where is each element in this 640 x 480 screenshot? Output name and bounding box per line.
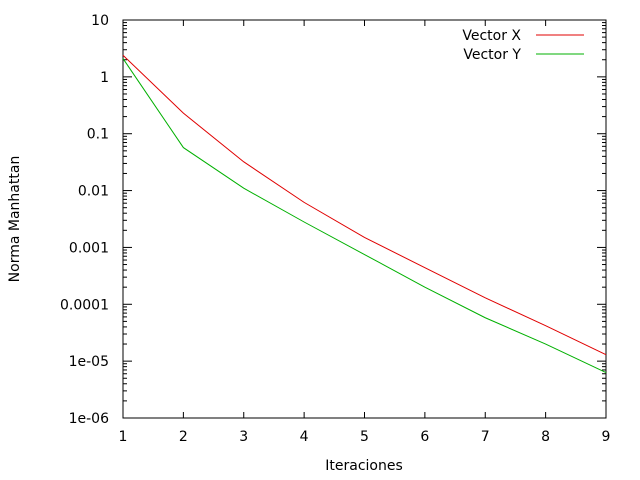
y-axis: 10 1 0.1 0.01 0.001 0.0001 1e-05 1e-06 [60,13,606,427]
series-lines [122,54,607,374]
y-tick-label: 1 [100,70,109,86]
y-tick-label: 0.0001 [60,297,109,313]
x-tick-label: 5 [360,429,369,445]
y-tick-label: 10 [91,13,109,29]
x-axis-title: Iteraciones [325,458,403,474]
y-tick-label: 0.01 [78,184,109,200]
series-line-vector-x [122,54,607,356]
x-tick-label: 4 [300,429,309,445]
y-tick-label: 0.001 [69,240,109,256]
x-tick-label: 3 [239,429,248,445]
y-axis-title: Norma Manhattan [7,156,23,283]
legend-label-vector-x: Vector X [462,28,521,44]
y-tick-label: 1e-06 [69,411,109,427]
x-tick-label: 1 [119,429,128,445]
x-tick-label: 9 [602,429,611,445]
y-tick-label: 0.1 [87,127,109,143]
y-tick-label: 1e-05 [69,354,109,370]
series-line-vector-y [122,58,607,374]
legend: Vector X Vector Y [462,28,584,63]
legend-label-vector-y: Vector Y [463,47,521,63]
x-tick-label: 7 [481,429,490,445]
x-tick-label: 2 [179,429,188,445]
x-axis: 1 2 3 4 5 6 7 8 9 [119,20,611,445]
x-tick-label: 6 [420,429,429,445]
x-tick-label: 8 [541,429,550,445]
